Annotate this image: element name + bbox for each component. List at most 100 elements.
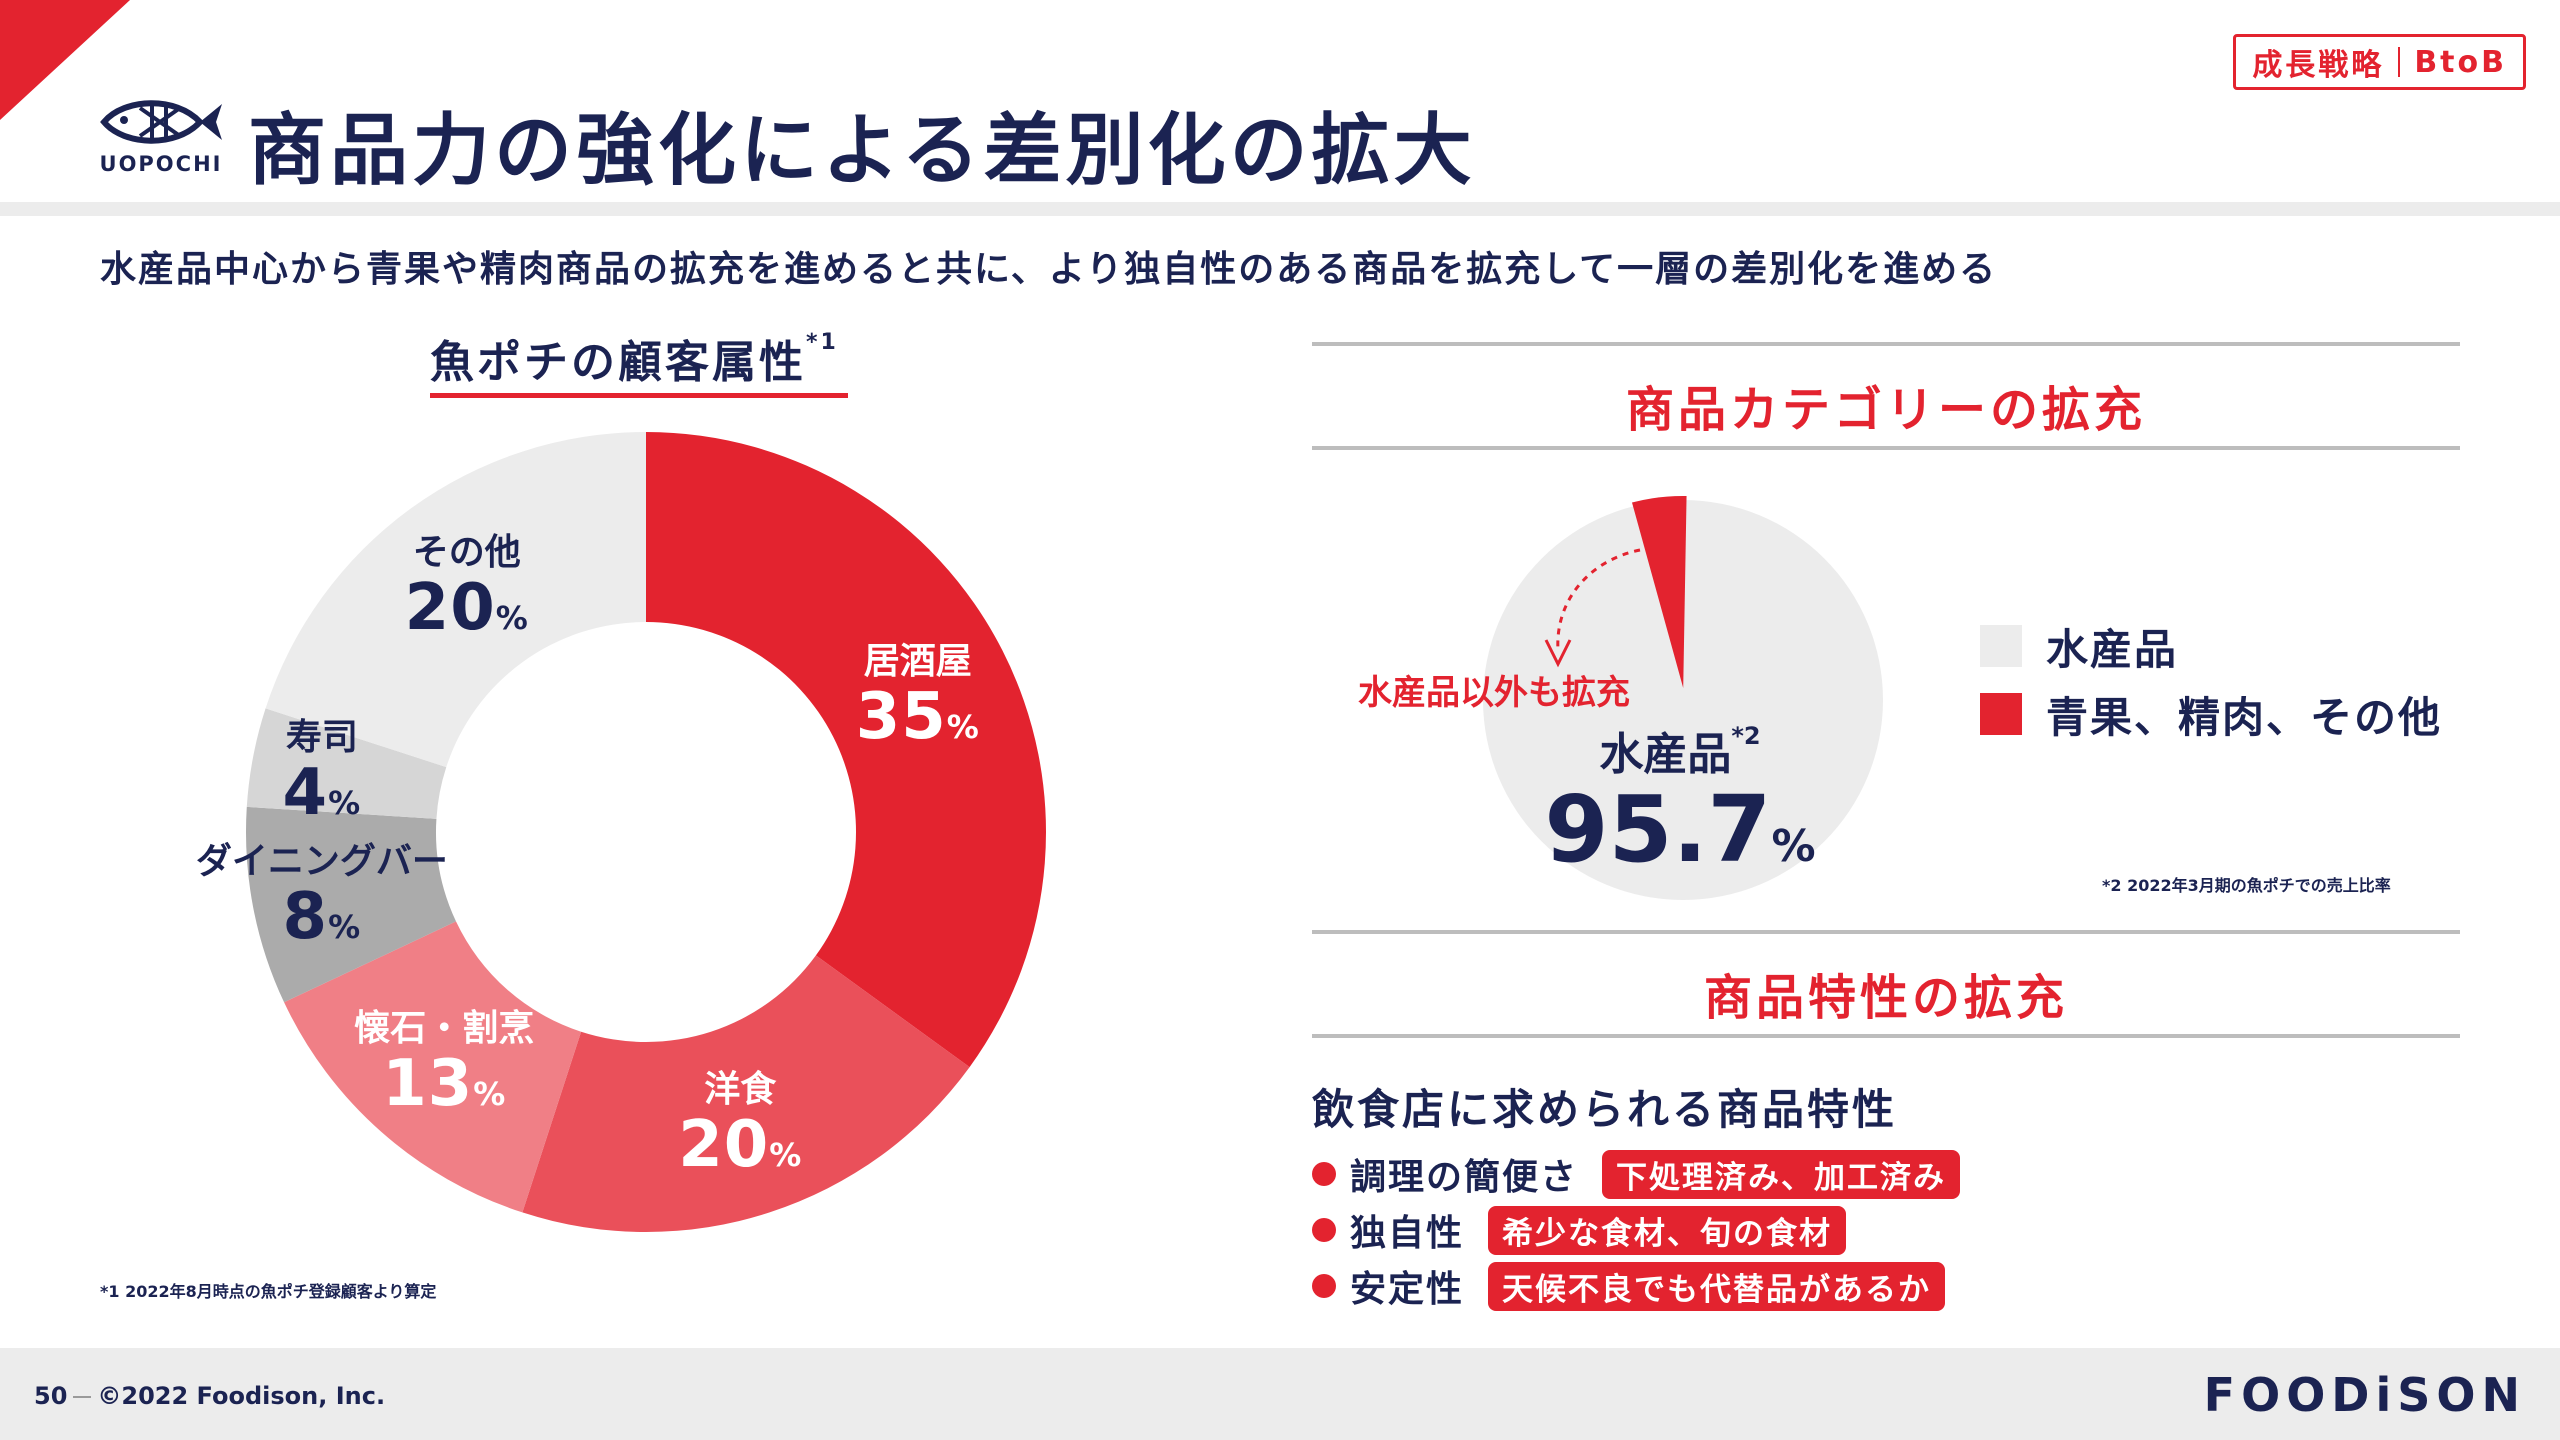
feature-item: 独自性 希少な食材、旬の食材 <box>1312 1202 1960 1258</box>
donut-slice-2 <box>284 921 582 1213</box>
legend-label-other: 青果、精肉、その他 <box>2046 692 2443 742</box>
donut-title-note: *1 <box>806 330 839 355</box>
legend-swatch-other <box>1980 693 2022 735</box>
feature-item: 調理の簡便さ 下処理済み、加工済み <box>1312 1146 1961 1202</box>
donut-slice-unit: % <box>769 1136 803 1175</box>
donut-slice-label: 寿司 4% <box>283 708 362 827</box>
donut-slice-3 <box>245 806 456 1003</box>
donut-slice-value: 8% <box>196 883 448 951</box>
title-divider <box>0 202 2560 216</box>
donut-slice-0 <box>646 432 1046 1068</box>
donut-slice-value: 4% <box>283 760 362 827</box>
pie-legend: 水産品 青果、精肉、その他 <box>1980 612 2442 748</box>
pie-center-value: 95.7% <box>1544 781 1816 879</box>
pie-center-note: *2 <box>1731 722 1761 750</box>
feature-bottom-rule <box>1312 1034 2460 1038</box>
donut-slice-unit: % <box>495 599 529 638</box>
donut-slice-label: 洋食 20% <box>678 1060 802 1179</box>
donut-slice-number: 20 <box>404 571 496 646</box>
dashed-arrow-icon <box>1556 548 1641 651</box>
donut-title-text: 魚ポチの顧客属性 <box>430 337 806 388</box>
feature-name: 安定性 <box>1350 1269 1465 1310</box>
badge-strategy: 成長戦略 <box>2252 48 2385 83</box>
feature-tag: 希少な食材、旬の食材 <box>1488 1205 1847 1255</box>
donut-slice-number: 35 <box>855 679 947 754</box>
pie-center-name-text: 水産品 <box>1599 729 1732 780</box>
category-section-title: 商品カテゴリーの拡充 <box>1625 382 2146 438</box>
pie-center-name: 水産品*2 <box>1544 718 1815 782</box>
feature-top-rule <box>1312 930 2460 934</box>
donut-slice-4 <box>246 708 447 819</box>
donut-slice-name: 洋食 <box>704 1069 777 1111</box>
donut-slice-name: 懐石・割烹 <box>354 1007 535 1049</box>
red-dot-icon <box>1312 1274 1336 1298</box>
page-title: 商品力の強化による差別化の拡大 <box>248 106 1476 196</box>
donut-slice-unit: % <box>946 707 980 746</box>
page-subtitle: 水産品中心から青果や精肉商品の拡充を進めると共に、より独自性のある商品を拡充して… <box>100 249 1998 290</box>
donut-slice-unit: % <box>328 907 362 946</box>
feature-name: 調理の簡便さ <box>1350 1157 1579 1198</box>
page-number-dash <box>73 1396 92 1398</box>
page-number: 50 ©2022 Foodison, Inc. <box>34 1382 385 1410</box>
donut-title-underline <box>430 393 848 398</box>
category-badge: 成長戦略 BtoB <box>2233 34 2526 90</box>
donut-slice-value: 35% <box>856 683 980 751</box>
donut-slice-label: 居酒屋 35% <box>856 632 980 751</box>
footer-bar <box>0 1348 2560 1440</box>
donut-slice-number: 20 <box>678 1108 770 1183</box>
feature-section-title: 商品特性の拡充 <box>1703 970 2068 1026</box>
donut-slice-name: 寿司 <box>285 717 358 759</box>
pie-slice-seafood <box>1483 500 1883 900</box>
donut-slice-value: 20% <box>678 1111 803 1179</box>
pie-slice-other <box>1631 496 1687 689</box>
category-top-rule <box>1312 342 2460 346</box>
page-number-value: 50 <box>34 1382 68 1410</box>
feature-tag: 下処理済み、加工済み <box>1602 1149 1961 1199</box>
donut-slice-number: 4 <box>282 756 329 831</box>
brand-logo: UOPOCHI <box>96 92 226 182</box>
donut-slice-name: ダイニングバー <box>195 840 448 882</box>
feature-list: 調理の簡便さ 下処理済み、加工済み 独自性 希少な食材、旬の食材 安定性 天候不… <box>1312 1146 1961 1314</box>
feature-tag: 天候不良でも代替品があるか <box>1488 1261 1946 1311</box>
legend-item-seafood: 水産品 <box>1980 612 2442 680</box>
legend-label-seafood: 水産品 <box>2046 624 2179 674</box>
donut-slice-name: 居酒屋 <box>863 640 972 682</box>
donut-slice-unit: % <box>328 784 362 823</box>
donut-slice-label: 懐石・割烹 13% <box>354 999 534 1118</box>
donut-slice-5 <box>265 432 646 768</box>
arrow-head-icon <box>1544 639 1572 668</box>
donut-slice-number: 13 <box>382 1046 474 1121</box>
fish-logo-icon <box>100 100 222 144</box>
feature-heading: 飲食店に求められる商品特性 <box>1312 1085 1898 1134</box>
donut-slice-1 <box>522 955 970 1232</box>
badge-segment: BtoB <box>2414 44 2507 80</box>
category-bottom-rule <box>1312 446 2460 450</box>
legend-item-other: 青果、精肉、その他 <box>1980 680 2442 748</box>
donut-slice-label: ダイニングバー 8% <box>196 832 448 951</box>
donut-slice-number: 8 <box>282 879 329 954</box>
badge-divider <box>2398 47 2401 77</box>
donut-chart-title: 魚ポチの顧客属性*1 <box>430 326 839 390</box>
red-dot-icon <box>1312 1218 1336 1242</box>
corner-accent <box>0 0 130 120</box>
donut-slice-label: その他 20% <box>405 523 529 642</box>
pie-annotation: 水産品以外も拡充 <box>1358 673 1630 713</box>
donut-slice-name: その他 <box>412 532 521 574</box>
legend-swatch-seafood <box>1980 625 2022 667</box>
donut-slice-value: 20% <box>405 575 529 642</box>
pie-center-unit: % <box>1771 821 1816 872</box>
donut-slice-unit: % <box>473 1074 507 1113</box>
donut-footnote: *1 2022年8月時点の魚ポチ登録顧客より算定 <box>100 1282 437 1301</box>
logo-text: UOPOCHI <box>99 152 223 176</box>
donut-slice-value: 13% <box>354 1050 534 1118</box>
foodison-logo: FOODiSON <box>2203 1368 2526 1422</box>
pie-footnote: *2 2022年3月期の魚ポチでの売上比率 <box>2102 876 2391 895</box>
red-dot-icon <box>1312 1162 1336 1186</box>
copyright: ©2022 Foodison, Inc. <box>97 1382 386 1410</box>
feature-item: 安定性 天候不良でも代替品があるか <box>1312 1258 1960 1314</box>
pie-center-label: 水産品*2 95.7% <box>1544 718 1815 879</box>
feature-name: 独自性 <box>1350 1213 1465 1254</box>
pie-center-number: 95.7 <box>1544 776 1772 883</box>
